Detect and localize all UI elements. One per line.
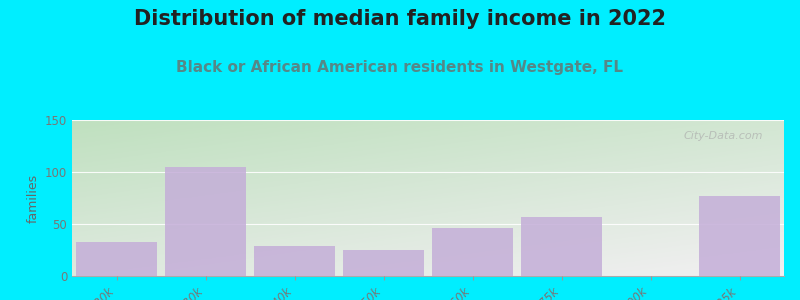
Bar [698,196,781,276]
Bar [165,167,246,276]
Bar [342,250,425,276]
Text: Distribution of median family income in 2022: Distribution of median family income in … [134,9,666,29]
Bar [254,246,335,276]
Bar [431,228,514,276]
Text: Black or African American residents in Westgate, FL: Black or African American residents in W… [177,60,623,75]
Bar [521,217,602,276]
Bar [75,242,158,276]
Text: City-Data.com: City-Data.com [683,131,762,141]
Y-axis label: families: families [26,173,39,223]
